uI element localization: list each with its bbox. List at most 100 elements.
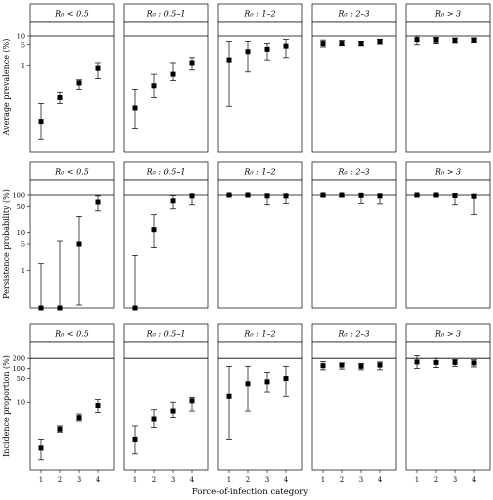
data-point [320,192,326,198]
data-point [452,192,458,198]
data-point [283,43,289,49]
y-tick-label: 100 [13,191,25,199]
panel-row1-col4: R₀ : 2–3 [311,3,397,153]
data-point [132,105,138,111]
data-point [170,408,176,414]
data-point [377,38,383,44]
panel-plot-area [123,341,209,471]
data-point [377,193,383,199]
x-tick-label: 3 [359,476,363,484]
x-tick-label: 4 [284,476,289,484]
data-point [245,381,251,387]
data-point [57,94,63,100]
data-point [433,192,439,198]
data-point [339,362,345,368]
data-point [414,359,420,365]
x-tick-label: 2 [152,476,156,484]
panel-header-label: R₀ < 0.5 [54,168,89,177]
data-point [38,305,44,311]
panel-header-label: R₀ : 2–3 [337,168,369,177]
data-point [471,360,477,366]
panel-row3-col5: R₀ > 3 1 2 3 4 [405,323,491,484]
panel-header-label: R₀ : 1–2 [243,10,275,19]
panel-row2-col4: R₀ : 2–3 [311,161,397,309]
panel-row3-col2: R₀ : 0.5–1 1 2 3 4 [123,323,209,484]
y-tick-label: 1 [21,62,25,70]
data-point [226,57,232,63]
data-point [339,41,345,47]
panel-plot-area [217,341,303,471]
panel-row1-col5: R₀ > 3 [405,3,491,153]
data-point [226,393,232,399]
data-point [170,198,176,204]
panel-plot-area [29,341,115,471]
y-axis-label-row-1: Average prevalence (%) [2,39,11,137]
x-tick-label: 3 [265,476,269,484]
panel-header-label: R₀ < 0.5 [54,10,89,19]
data-point [151,83,157,89]
data-point [452,359,458,365]
panel-plot-area [29,21,115,153]
panel-plot-area [29,179,115,309]
x-tick-label: 1 [415,476,419,484]
panel-row1-col1: R₀ < 0.5 [29,3,115,153]
data-point [76,241,82,247]
panel-header-label: R₀ < 0.5 [54,330,89,339]
panel-row1-col3: R₀ : 1–2 [217,3,303,153]
panel-header-label: R₀ : 1–2 [243,168,275,177]
panel-plot-area [405,21,491,153]
data-point [283,376,289,382]
data-point [38,445,44,451]
panel-plot-area [123,179,209,309]
data-point [57,305,63,311]
y-tick-label: 10 [17,229,25,237]
data-point [57,426,63,432]
x-tick-label: 3 [453,476,457,484]
data-point [433,359,439,365]
data-point [170,71,176,77]
panel-row2-col1: R₀ < 0.5 [29,161,115,311]
data-point [76,415,82,421]
y-tick-label: 5 [21,41,25,49]
panel-header-label: R₀ : 2–3 [337,330,369,339]
data-point [320,41,326,47]
panel-header-label: R₀ > 3 [434,330,461,339]
panel-row1-col2: R₀ : 0.5–1 [123,3,209,153]
panel-header-label: R₀ : 1–2 [243,330,275,339]
panel-header-label: R₀ : 0.5–1 [146,168,186,177]
data-point [245,49,251,55]
x-axis-label: Force-of-infection category [192,487,309,497]
data-point [471,193,477,199]
panel-header-label: R₀ : 0.5–1 [146,330,186,339]
x-tick-label: 3 [171,476,175,484]
x-tick-label: 4 [472,476,477,484]
data-point [151,227,157,233]
y-axis-label-row-3: Incidence proportion (%) [2,355,11,457]
data-point [320,363,326,369]
data-point [132,305,138,311]
y-tick-label: 50 [17,203,25,211]
data-point [264,193,270,199]
y-tick-label: 10 [17,32,25,40]
y-tick-label: 100 [13,365,25,373]
data-point [264,379,270,385]
x-tick-label: 4 [96,476,101,484]
y-tick-label: 50 [17,375,25,383]
data-point [283,193,289,199]
data-point [226,192,232,198]
y-tick-label: 10 [17,399,25,407]
x-tick-label: 1 [133,476,137,484]
x-tick-label: 1 [321,476,325,484]
x-tick-label: 2 [340,476,344,484]
x-tick-label: 4 [190,476,195,484]
data-point [471,37,477,43]
x-tick-label: 3 [77,476,81,484]
data-point [189,60,195,66]
x-tick-label: 2 [58,476,62,484]
data-point [358,192,364,198]
panel-header-label: R₀ > 3 [434,168,461,177]
data-point [245,192,251,198]
y-tick-label: 1 [21,267,25,275]
data-point [358,363,364,369]
panel-header-label: R₀ > 3 [434,10,461,19]
